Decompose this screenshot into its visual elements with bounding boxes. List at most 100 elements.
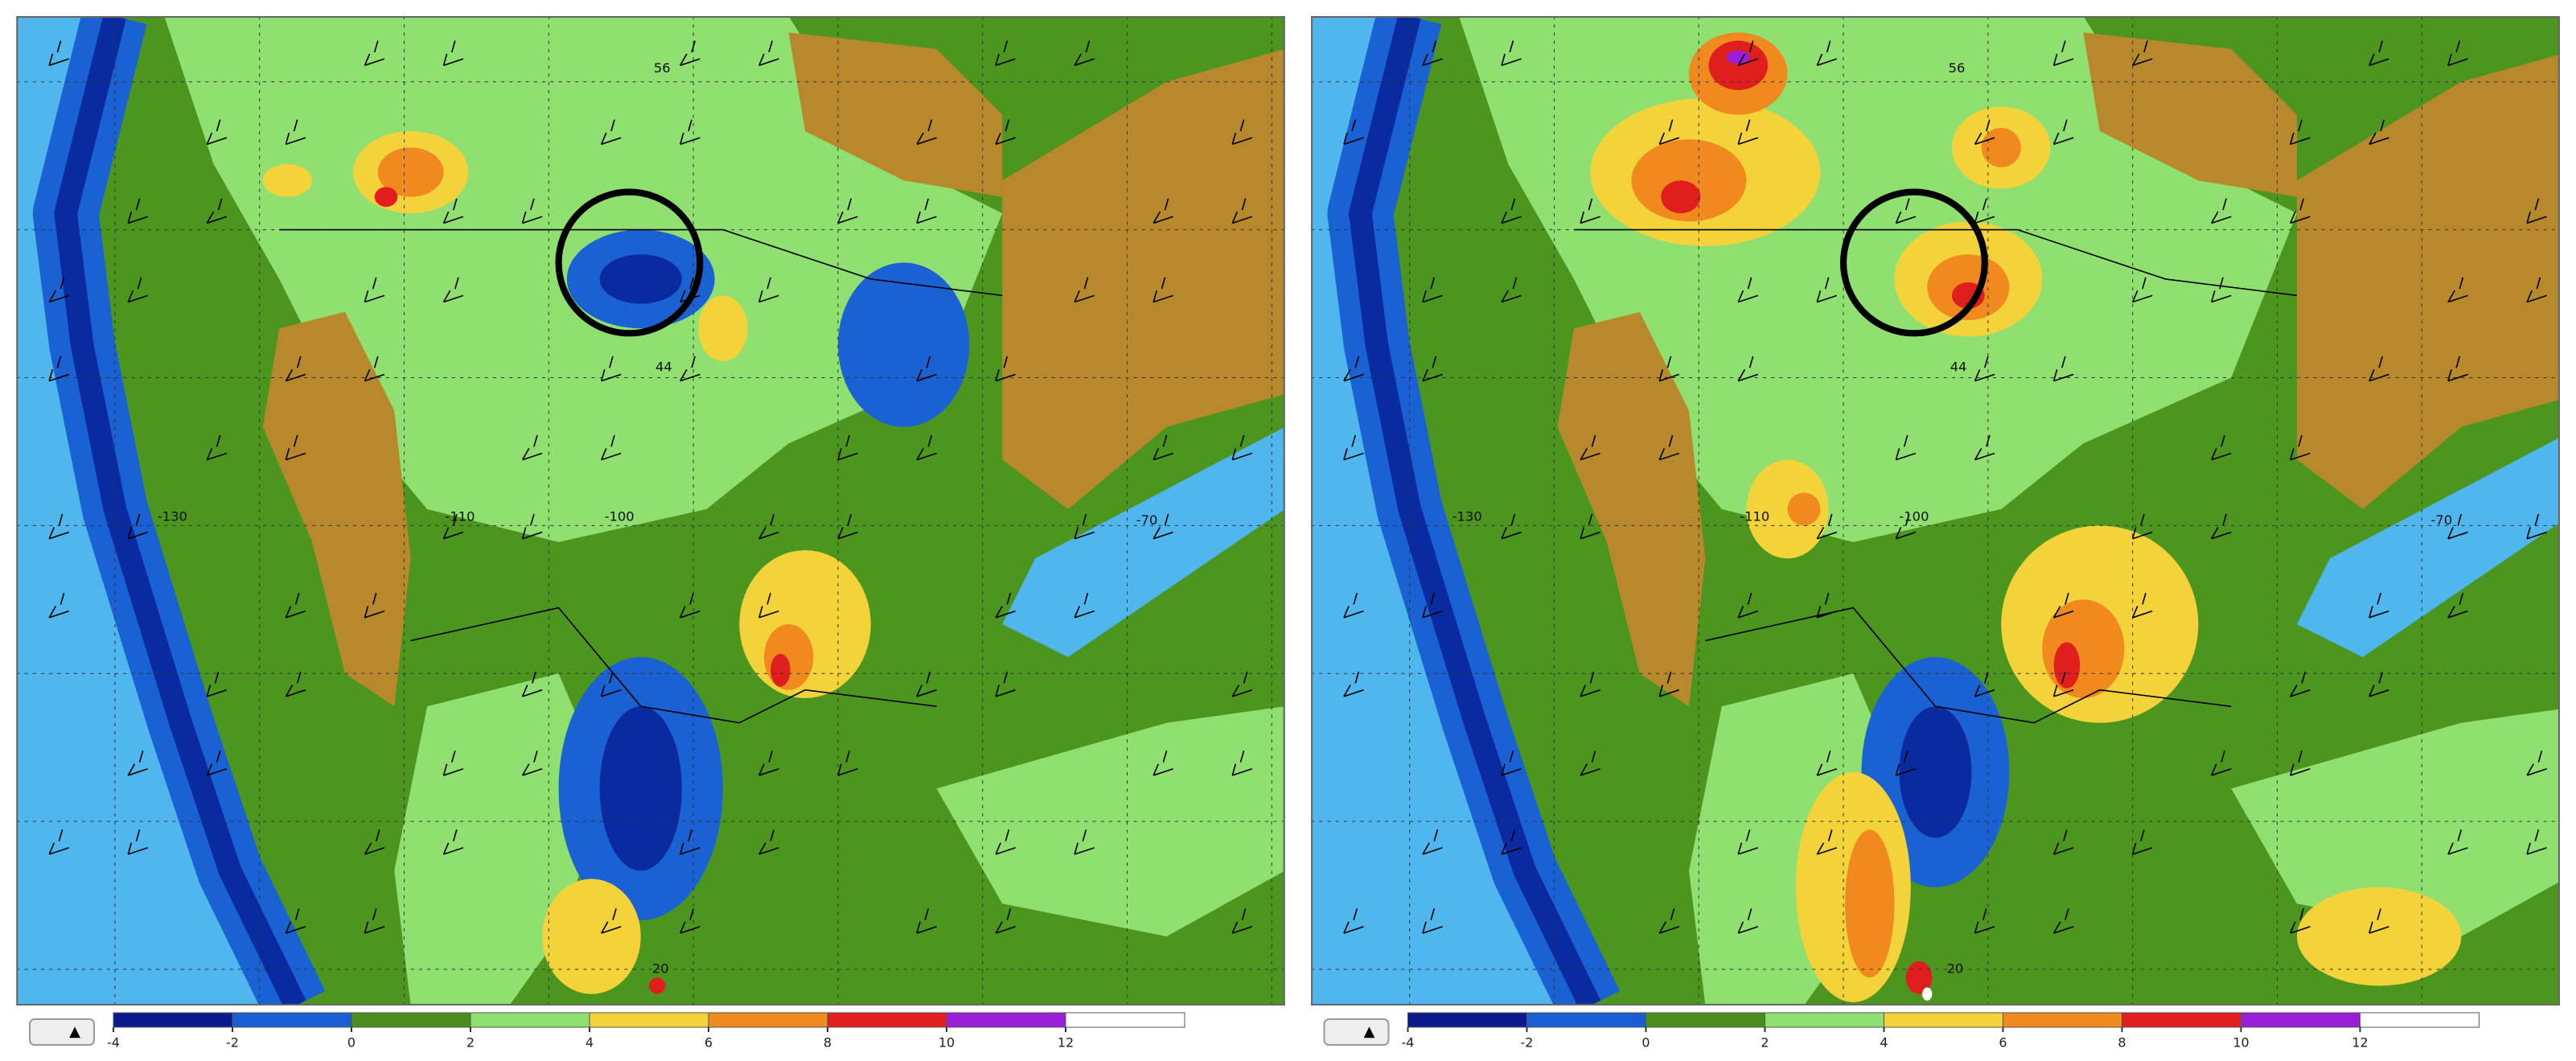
field-blob [262,163,313,197]
wind-barb [1231,672,1253,697]
wind-barb [758,513,779,540]
wind-barb [1152,513,1173,540]
field-blob [1746,459,1829,559]
wind-barb [1737,356,1759,382]
wind-barb [1816,751,1838,776]
colorbar-tick-label: -2 [226,1035,239,1051]
colorbar-segment [232,1012,352,1028]
wind-barb [1580,513,1600,540]
wind-barb [2369,592,2389,619]
colorbar: ▲ -4 -2 0 2 4 6 8 10 12 [29,1012,1185,1051]
grid-label: -110 [445,509,475,524]
wind-barb [758,592,779,619]
colorbar-segment [1765,1012,1884,1028]
colorbar-tick-label: 12 [1058,1035,1074,1051]
colorbar-segment [708,1012,828,1028]
wind-barb [1895,434,1917,461]
colorbar-segment [1526,1012,1646,1028]
highlight-circle [555,188,704,337]
colorbar-segment [946,1012,1066,1028]
wind-barb [2131,829,2153,855]
wind-barb [758,829,779,855]
wind-barb [2369,672,2389,697]
field-blob [1899,706,1972,838]
wind-barb [442,751,464,776]
panel-border [16,16,1285,1005]
button[interactable] [29,1018,95,1046]
wind-barb [2526,198,2547,224]
colorbar-tick-label: 8 [2118,1035,2126,1051]
wind-barb [2290,434,2311,461]
wind-barb [2447,40,2468,67]
wind-barb [2447,277,2468,303]
wind-barb [2052,672,2074,697]
colorbar-tick-label: 10 [2233,1035,2249,1051]
field-blob [2297,886,2462,986]
wind-barb [521,751,543,776]
field-area [2297,437,2560,657]
wind-barb [1074,277,1095,303]
wind-barb [285,119,306,146]
wind-barb [680,40,700,67]
wind-barb [916,356,937,382]
wind-barb [1895,751,1917,776]
wind-barb [2526,751,2547,776]
wind-barb [1231,198,1253,224]
wind-barb [680,908,700,934]
wind-barb [2052,592,2074,619]
wind-barb [2052,40,2074,67]
wind-barb [1152,277,1173,303]
wind-barb [995,119,1016,146]
colorbar-tick-label: 10 [939,1035,955,1051]
field-blob [1661,180,1701,214]
wind-barb [679,829,700,855]
wind-barb [2526,829,2547,855]
grid-label: 56 [1949,60,1966,76]
wind-barb [1501,829,1522,855]
wind-barb [1422,592,1443,619]
wind-barb [1343,356,1364,382]
button-icon: ▲ [69,1023,80,1040]
wind-barb [758,751,779,776]
wind-barb [521,198,543,224]
wind-barb [1580,198,1600,224]
wind-barb [2526,277,2547,303]
wind-barb [679,119,700,146]
wind-barb [2052,829,2074,855]
colorbar-tick-label: -4 [107,1035,120,1051]
field-area [2297,54,2560,509]
wind-barb [364,829,385,855]
wind-barb [1658,356,1680,382]
colorbar-tick-label: 0 [347,1035,355,1051]
wind-barb [1422,40,1443,67]
wind-barb [364,356,385,382]
field-area [16,16,296,1005]
field-blob [377,147,444,197]
wind-barb [1231,434,1253,461]
field-area [2231,709,2560,937]
wind-barb [600,356,622,382]
colorbar-segment [2360,1012,2479,1028]
wind-barb [1737,119,1759,146]
field-area [262,311,411,707]
wind-barb [1152,751,1173,776]
colorbar-tick-label: 2 [466,1035,475,1051]
wind-barb [1231,751,1253,776]
colorbar-tick-label: 8 [824,1035,832,1051]
wind-barb [364,277,385,303]
grid-label: 44 [1950,360,1967,375]
wind-barb [1343,434,1364,461]
wind-barb [1816,40,1838,67]
colorbar-segment [2241,1012,2360,1028]
colorbar-segment [2003,1012,2122,1028]
wind-barb [442,829,464,855]
wind-barb [758,40,779,67]
colorbar-segment [1407,1012,1527,1028]
field-blob [1727,50,1750,64]
button[interactable] [1323,1018,1390,1046]
wind-barb [600,119,622,146]
wind-barb [2290,751,2311,776]
wind-barb [2526,513,2547,540]
wind-barb [2131,513,2153,540]
wind-barb [442,198,464,224]
